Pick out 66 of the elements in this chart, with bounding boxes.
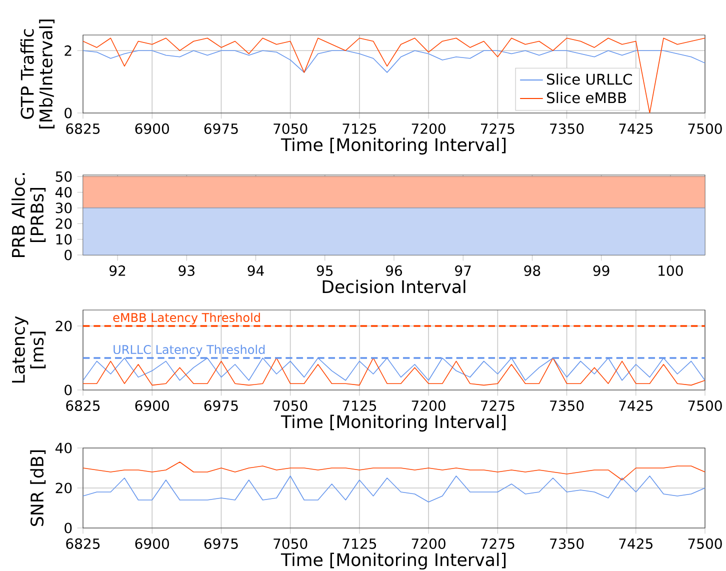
x-tick-label: 6900 [135, 123, 169, 134]
x-tick-label: 7425 [619, 123, 652, 134]
x-tick-label: 7425 [619, 538, 652, 549]
y-tick-label: 30 [56, 202, 72, 214]
legend-label: Slice URLLC [547, 73, 632, 85]
x-tick-label: 7200 [412, 123, 446, 134]
legend-label: Slice eMBB [547, 92, 626, 104]
y-tick-label: 40 [55, 442, 72, 454]
x-tick-label: 7050 [274, 538, 308, 549]
y-axis-title: GTP Traffic [Mb/Interval] [20, 20, 55, 128]
x-axis-title: Time [Monitoring Interval] [280, 138, 506, 155]
x-axis-title: Time [Monitoring Interval] [280, 552, 506, 570]
x-tick-label: 99 [593, 265, 610, 276]
x-tick-label: 7350 [550, 123, 584, 134]
y-tick-label: 0 [64, 384, 72, 396]
x-tick-label: 7350 [550, 400, 584, 411]
x-axis-title: Decision Interval [322, 280, 466, 294]
y-tick-label: 20 [56, 218, 72, 229]
x-tick-label: 95 [316, 265, 333, 276]
x-tick-label: 6975 [204, 123, 238, 134]
y-tick-label: 10 [56, 234, 72, 245]
y-axis-title: SNR [dB] [30, 450, 46, 526]
line-series [83, 358, 705, 386]
x-tick-label: 7050 [274, 123, 308, 134]
x-tick-label: 6825 [66, 400, 100, 411]
x-tick-label: 7125 [342, 400, 376, 411]
y-tick-label: 40 [55, 186, 72, 198]
x-tick-label: 7125 [342, 538, 376, 549]
x-tick-label: 6975 [204, 538, 238, 549]
x-tick-label: 93 [178, 265, 194, 276]
x-tick-label: 7275 [481, 538, 514, 549]
x-tick-label: 7500 [688, 538, 722, 549]
x-tick-label: 7125 [342, 123, 376, 134]
x-tick-label: 94 [248, 265, 264, 276]
y-tick-label: 0 [64, 522, 72, 534]
x-tick-label: 96 [386, 265, 402, 276]
y-tick-label: 20 [56, 320, 72, 332]
x-tick-label: 6975 [204, 400, 238, 411]
x-tick-label: 97 [455, 265, 471, 276]
x-tick-label: 7200 [412, 400, 446, 411]
y-axis-title: PRB Alloc. [PRBs] [12, 173, 46, 257]
line-series [83, 358, 705, 381]
x-tick-label: 6825 [66, 538, 100, 549]
x-tick-label: 7500 [688, 123, 722, 134]
x-tick-label: 98 [524, 265, 540, 276]
x-tick-label: 7275 [481, 123, 514, 134]
y-tick-label: 20 [56, 482, 72, 494]
x-axis-title: Time [Monitoring Interval] [280, 414, 506, 432]
x-tick-label: 92 [110, 265, 126, 276]
x-tick-label: 7425 [619, 400, 652, 411]
y-tick-label: 0 [64, 250, 72, 260]
x-tick-label: 100 [658, 265, 683, 276]
y-tick-label: 50 [56, 171, 72, 182]
x-tick-label: 6900 [135, 400, 169, 411]
x-tick-label: 7500 [688, 400, 722, 411]
ref-line-label: eMBB Latency Threshold [113, 312, 260, 324]
y-tick-label: 2 [64, 45, 72, 56]
x-tick-label: 7050 [274, 400, 308, 411]
x-tick-label: 7200 [412, 538, 446, 549]
x-tick-label: 7275 [481, 400, 514, 411]
y-tick-label: 0 [64, 108, 72, 118]
x-tick-label: 6900 [135, 538, 169, 549]
y-axis-title: Latency [ms] [12, 316, 46, 383]
x-tick-label: 7350 [550, 538, 584, 549]
ref-line-label: URLLC Latency Threshold [114, 344, 265, 356]
x-tick-label: 6825 [66, 123, 100, 134]
